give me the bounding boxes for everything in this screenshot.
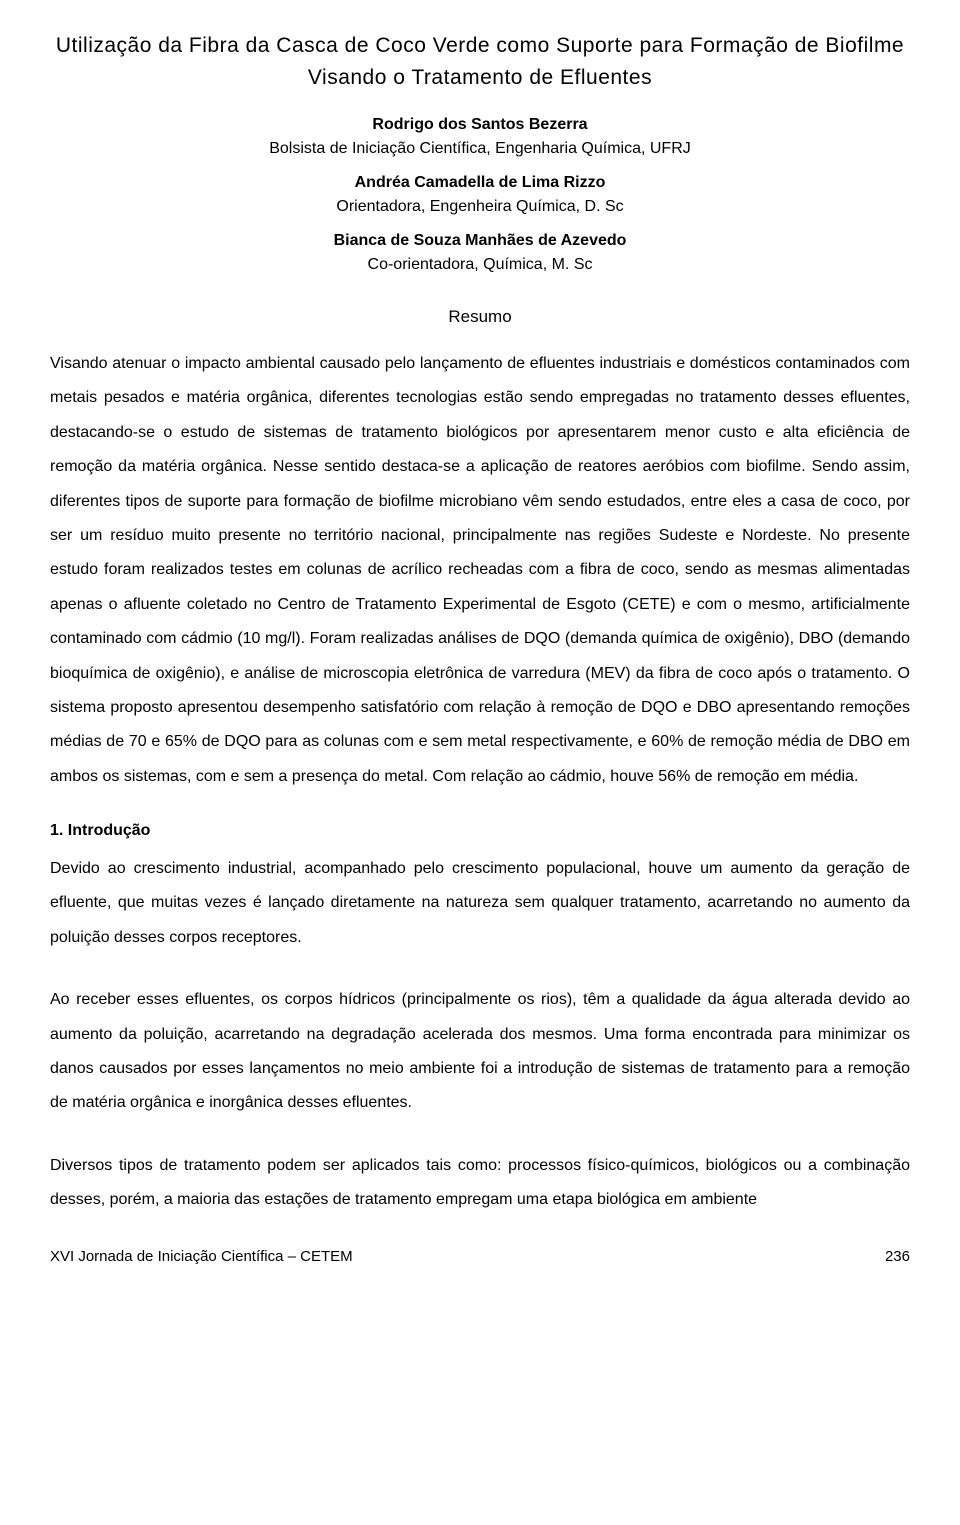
footer-journal-name: XVI Jornada de Iniciação Científica – CE… — [50, 1248, 353, 1265]
intro-paragraph-1: Devido ao crescimento industrial, acompa… — [50, 852, 910, 955]
resumo-heading: Resumo — [50, 307, 910, 327]
authors-block: Rodrigo dos Santos Bezerra Bolsista de I… — [50, 113, 910, 277]
intro-paragraph-3: Diversos tipos de tratamento podem ser a… — [50, 1149, 910, 1218]
author-entry: Andréa Camadella de Lima Rizzo Orientado… — [50, 171, 910, 219]
intro-paragraph-2: Ao receber esses efluentes, os corpos hí… — [50, 983, 910, 1121]
document-title: Utilização da Fibra da Casca de Coco Ver… — [50, 30, 910, 93]
page-footer: XVI Jornada de Iniciação Científica – CE… — [50, 1248, 910, 1265]
author-entry: Rodrigo dos Santos Bezerra Bolsista de I… — [50, 113, 910, 161]
footer-page-number: 236 — [885, 1248, 910, 1265]
author-name: Rodrigo dos Santos Bezerra — [50, 113, 910, 137]
author-role: Bolsista de Iniciação Científica, Engenh… — [50, 137, 910, 161]
resumo-body: Visando atenuar o impacto ambiental caus… — [50, 347, 910, 794]
author-name: Bianca de Souza Manhães de Azevedo — [50, 229, 910, 253]
author-name: Andréa Camadella de Lima Rizzo — [50, 171, 910, 195]
introduction-heading: 1. Introdução — [50, 822, 910, 840]
author-role: Co-orientadora, Química, M. Sc — [50, 253, 910, 277]
author-entry: Bianca de Souza Manhães de Azevedo Co-or… — [50, 229, 910, 277]
author-role: Orientadora, Engenheira Química, D. Sc — [50, 195, 910, 219]
